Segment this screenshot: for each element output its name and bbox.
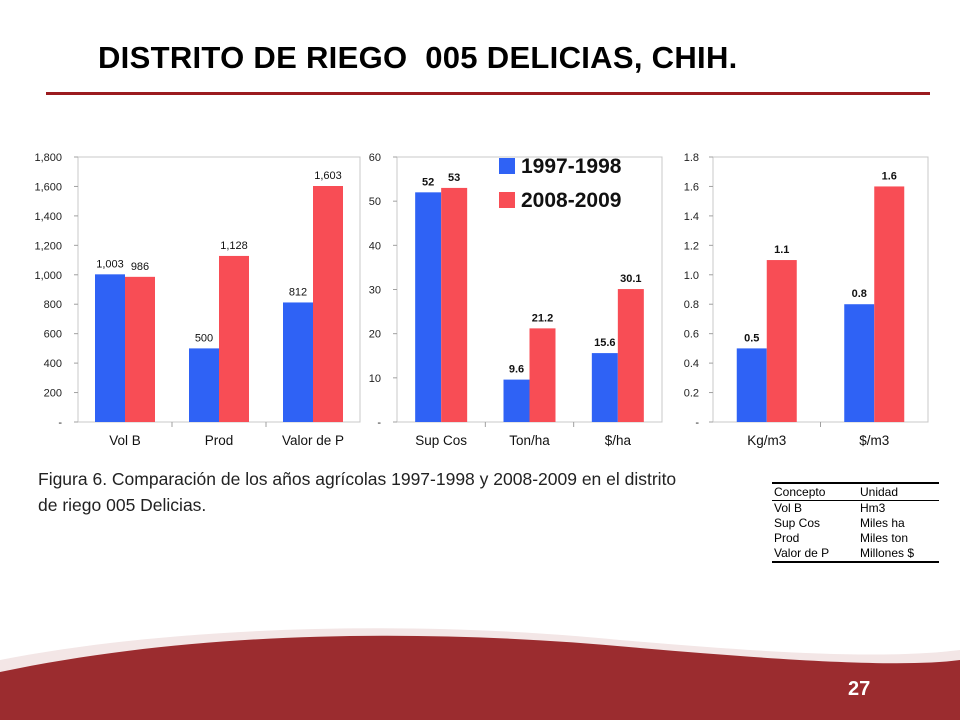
units-cell: Millones $ xyxy=(858,546,939,563)
figure-caption: Figura 6. Comparación de los años agríco… xyxy=(38,469,677,515)
title-divider xyxy=(46,92,930,95)
c1-data-label: 812 xyxy=(289,286,307,298)
c3-x-tick-label: $/m3 xyxy=(859,433,889,448)
units-cell: Valor de P xyxy=(772,546,858,563)
units-cell: Hm3 xyxy=(860,501,886,515)
c2-y-tick-label: - xyxy=(377,417,381,429)
c1-data-label: 986 xyxy=(131,261,149,273)
units-header-unidad: Unidad xyxy=(858,482,939,501)
c1-data-label: 1,003 xyxy=(96,258,124,270)
units-table-header: Concepto Unidad xyxy=(772,482,939,501)
legend-swatch-1997-1998 xyxy=(499,158,515,174)
c2-y-tick-label: 40 xyxy=(369,240,381,252)
c2-bar-1997-1998 xyxy=(591,353,618,422)
c2-bar-2008-2009 xyxy=(617,289,644,422)
table-row: Vol B Hm3 xyxy=(772,501,939,517)
c3-bar-1997-1998 xyxy=(844,304,875,422)
c3-bar-1997-1998 xyxy=(736,348,767,422)
c3-data-label: 1.1 xyxy=(774,244,789,256)
c3-y-tick-label: 0.6 xyxy=(684,329,699,341)
c3-y-tick-label: 0.8 xyxy=(684,299,699,311)
c1-y-tick-label: 1,600 xyxy=(34,181,62,193)
c2-data-label: 53 xyxy=(448,172,460,184)
c1-x-tick-label: Valor de P xyxy=(282,433,344,448)
c1-y-tick-label: 400 xyxy=(44,358,62,370)
table-row: Prod Miles ton xyxy=(772,531,939,546)
c3-y-tick-label: 1.0 xyxy=(684,270,699,282)
c1-y-tick-label: 1,800 xyxy=(34,152,62,164)
c2-data-label: 21.2 xyxy=(532,312,553,324)
c3-y-tick-label: - xyxy=(695,417,699,429)
c3-bar-2008-2009 xyxy=(874,186,905,422)
c2-x-tick-label: Ton/ha xyxy=(509,433,550,448)
c1-bar-1997-1998 xyxy=(283,302,313,422)
c1-data-label: 1,603 xyxy=(314,170,342,182)
legend-label-2008-2009: 2008-2009 xyxy=(521,189,621,212)
c3-y-tick-label: 0.2 xyxy=(684,388,699,400)
c3-y-tick-label: 1.6 xyxy=(684,181,699,193)
c1-x-tick-label: Prod xyxy=(205,433,234,448)
c1-y-tick-label: 1,000 xyxy=(34,270,62,282)
c1-bar-2008-2009 xyxy=(219,255,249,422)
table-row: Valor de P Millones $ xyxy=(772,546,939,563)
charts-area: - 200 400 600 800 1,000 1,200 1,400 1,600 1,800 Vo… xyxy=(34,152,929,448)
footer-wave-dark xyxy=(0,635,960,720)
c3-y-tick-label: 0.4 xyxy=(684,358,699,370)
c3-data-label: 0.5 xyxy=(744,332,759,344)
c1-x-tick-label: Vol B xyxy=(109,433,141,448)
units-cell: Miles ha xyxy=(860,516,905,530)
c2-bar-1997-1998 xyxy=(503,379,530,422)
legend-label-1997-1998: 1997-1998 xyxy=(521,155,622,178)
units-cell: Miles ton xyxy=(860,531,909,545)
c2-bar-2008-2009 xyxy=(529,328,556,422)
c3-data-label: 0.8 xyxy=(852,288,867,300)
c1-bar-2008-2009 xyxy=(313,186,343,422)
c2-data-label: 15.6 xyxy=(594,337,615,349)
c1-data-label: 500 xyxy=(195,332,213,344)
table-row: Sup Cos Miles ha xyxy=(772,516,939,531)
units-cell: Sup Cos xyxy=(774,516,821,530)
c2-data-label: 30.1 xyxy=(620,273,641,285)
c3-y-tick-label: 1.2 xyxy=(684,240,699,252)
c1-y-tick-label: 1,400 xyxy=(34,211,62,223)
c3-data-label: 1.6 xyxy=(882,170,897,182)
c2-y-tick-label: 10 xyxy=(369,373,381,385)
c2-data-label: 52 xyxy=(422,176,434,188)
slide-title: DISTRITO DE RIEGO 005 DELICIAS, CHIH. xyxy=(98,40,738,75)
c2-data-label: 9.6 xyxy=(509,364,524,376)
c1-bar-2008-2009 xyxy=(125,276,155,422)
c1-bar-1997-1998 xyxy=(95,274,125,422)
units-cell: Vol B xyxy=(774,501,803,515)
c3-bar-2008-2009 xyxy=(766,260,797,422)
c2-bar-1997-1998 xyxy=(415,192,442,422)
units-table: Concepto Unidad Vol B Hm3 Sup Cos Miles … xyxy=(772,482,939,563)
c2-y-tick-label: 60 xyxy=(369,152,381,164)
c2-y-tick-label: 20 xyxy=(369,329,381,341)
c2-y-tick-label: 30 xyxy=(369,285,381,297)
c1-y-tick-label: - xyxy=(58,417,62,429)
c2-x-tick-label: $/ha xyxy=(605,433,632,448)
page-number: 27 xyxy=(848,678,871,700)
c1-bar-1997-1998 xyxy=(189,348,219,422)
c1-y-tick-label: 600 xyxy=(44,329,62,341)
units-header-concepto: Concepto xyxy=(772,482,858,501)
c3-y-tick-label: 1.8 xyxy=(684,152,699,164)
c3-y-tick-label: 1.4 xyxy=(684,211,699,223)
units-cell: Prod xyxy=(774,531,800,545)
c3-x-tick-label: Kg/m3 xyxy=(747,433,786,448)
c1-y-tick-label: 200 xyxy=(44,388,62,400)
legend-swatch-2008-2009 xyxy=(499,192,515,208)
c1-y-tick-label: 800 xyxy=(44,299,62,311)
c2-x-tick-label: Sup Cos xyxy=(415,433,467,448)
c1-y-tick-label: 1,200 xyxy=(34,240,62,252)
c2-y-tick-label: 50 xyxy=(369,196,381,208)
c1-data-label: 1,128 xyxy=(220,240,248,252)
c2-bar-2008-2009 xyxy=(441,187,468,422)
